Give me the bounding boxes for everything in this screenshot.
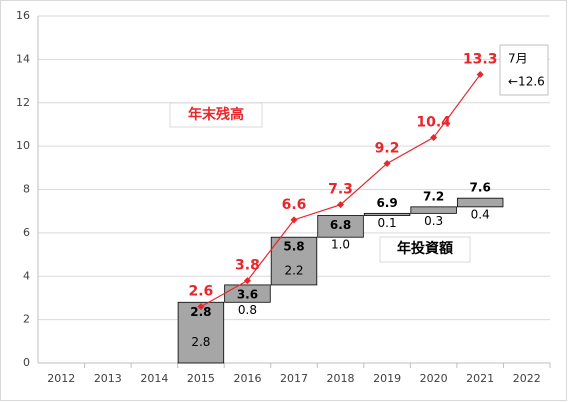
line-value-label: 10.4: [416, 114, 451, 130]
bar-value-label: 0.4: [471, 207, 490, 221]
bar: [317, 215, 364, 238]
y-tick-label: 2: [23, 313, 30, 326]
x-tick-label: 2020: [420, 372, 448, 385]
bar-value-label: 1.0: [331, 238, 350, 252]
y-tick-label: 0: [23, 356, 30, 369]
bar-series-name: 年投資額: [397, 240, 453, 257]
line-point: [243, 277, 251, 285]
bar: [270, 236, 318, 286]
bar: [456, 197, 504, 208]
bar-value-label: 0.3: [424, 214, 443, 228]
bar: [410, 206, 457, 214]
x-tick-label: 2014: [140, 372, 168, 385]
line-point: [476, 71, 484, 79]
x-tick-label: 2012: [47, 372, 75, 385]
x-tick-label: 2013: [94, 372, 122, 385]
x-tick-label: 2018: [327, 372, 355, 385]
y-tick-label: 6: [23, 226, 30, 239]
total-label: 2.8: [190, 305, 211, 319]
line-point: [337, 201, 345, 209]
x-tick-label: 2022: [513, 372, 541, 385]
line-series-name: 年末残高: [188, 106, 244, 123]
line-point: [383, 159, 391, 167]
total-label: 6.8: [330, 218, 351, 232]
y-tick-label: 12: [16, 96, 30, 109]
line-point: [290, 216, 298, 224]
bar: [363, 212, 411, 216]
y-tick-label: 8: [23, 183, 30, 196]
total-label: 3.6: [237, 287, 258, 301]
total-label: 7.2: [423, 189, 444, 203]
x-tick-label: 2021: [466, 372, 494, 385]
x-tick-label: 2016: [233, 372, 261, 385]
bar-value-label: 2.2: [284, 264, 303, 278]
line-value-label: 2.6: [189, 284, 214, 300]
y-tick-label: 4: [23, 269, 30, 282]
line-value-label: 13.3: [463, 52, 498, 68]
total-label: 7.6: [470, 181, 491, 195]
x-tick-label: 2017: [280, 372, 308, 385]
line-name-box: [169, 102, 263, 128]
line-value-label: 3.8: [235, 258, 260, 274]
note-month: 7月: [508, 52, 528, 66]
y-tick-label: 14: [16, 52, 30, 65]
bar-value-label: 0.1: [378, 216, 397, 230]
bar-value-label: 2.8: [191, 335, 210, 349]
total-label: 6.9: [376, 196, 397, 210]
line-point: [430, 133, 438, 141]
line-value-label: 7.3: [328, 182, 353, 198]
y-tick-label: 10: [16, 139, 30, 152]
note-value: ←12.6: [508, 75, 545, 89]
bar-name-box: [379, 236, 471, 263]
y-tick-label: 16: [16, 9, 30, 22]
line-point: [197, 303, 205, 311]
note-box: [499, 44, 549, 96]
x-tick-label: 2015: [187, 372, 215, 385]
line-value-label: 6.6: [282, 197, 307, 213]
bar-value-label: 0.8: [238, 303, 257, 317]
bar: [177, 301, 225, 364]
x-tick-label: 2019: [373, 372, 401, 385]
total-label: 5.8: [283, 240, 304, 254]
line-value-label: 9.2: [375, 140, 400, 156]
